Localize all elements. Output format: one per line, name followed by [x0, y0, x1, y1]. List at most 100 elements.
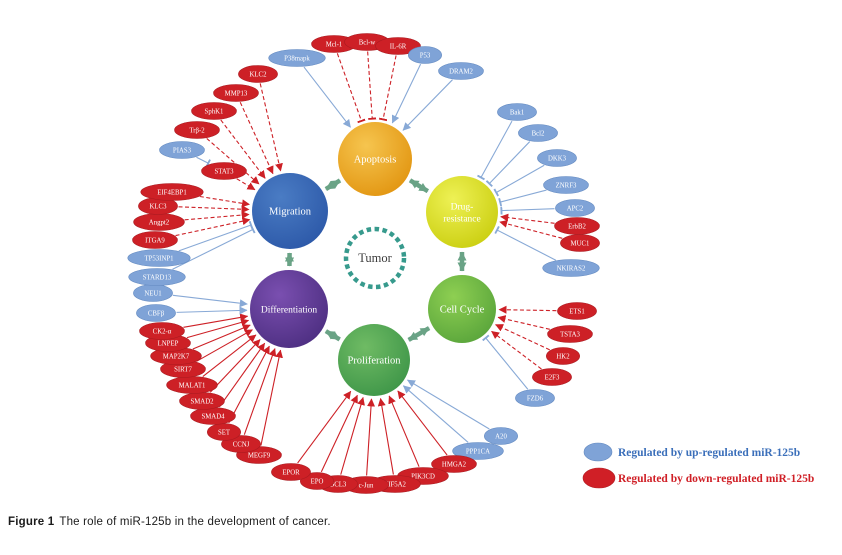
gene-label-klc3: KLC3	[150, 203, 168, 210]
gene-node-stat3: STAT3	[201, 162, 247, 180]
gene-node-pias3: PIAS3	[159, 141, 205, 159]
connector-erbb2	[500, 213, 555, 224]
connector-dram2	[402, 79, 453, 131]
gene-connectors	[172, 51, 563, 476]
connector-sphk1	[220, 119, 266, 179]
tumor-ring	[343, 226, 407, 290]
gene-node-smad2: SMAD2	[179, 392, 225, 410]
connector-bcl-w	[367, 51, 377, 120]
gene-label-mmp13: MMP13	[225, 90, 248, 97]
gene-node-ck2-: CK2-α	[139, 322, 185, 340]
gene-label-angpt2: Angpt2	[149, 219, 170, 226]
hub-links	[284, 178, 467, 342]
connector-itga9	[175, 217, 251, 237]
gene-ellipse-hk2	[545, 347, 580, 365]
gene-label-muc1: MUC1	[571, 240, 590, 247]
legend-item-up: Regulated by up-regulated miR-125b	[583, 442, 800, 462]
hub-label-differentiation: Differentiation	[261, 305, 318, 316]
gene-label-epor: EPOR	[282, 469, 300, 476]
gene-node-angpt2: Angpt2	[133, 213, 185, 231]
connector-tr-2	[206, 138, 260, 185]
gene-label-set: SET	[218, 429, 231, 436]
hub-circle-proliferation	[338, 324, 410, 396]
gene-ellipse-bcl2	[518, 124, 558, 142]
legend-item-down: Regulated by down-regulated miR-125b	[582, 467, 814, 489]
connector-mcl-1	[336, 53, 366, 124]
gene-node-znrf3: ZNRF3	[543, 176, 589, 194]
hub-proliferation: Proliferation	[338, 324, 410, 396]
gene-label-erbb2: ErbB2	[568, 223, 586, 230]
gene-label-tp53inp1: TP53INP1	[144, 255, 173, 262]
connector-znrf3	[498, 189, 547, 207]
gene-label-hk2: HK2	[556, 353, 570, 360]
gene-label-sirt7: SIRT7	[174, 366, 192, 373]
gene-node-ets1: ETS1	[557, 302, 597, 320]
gene-ellipse-cbf-	[136, 304, 176, 322]
connector-klc3	[178, 205, 250, 214]
gene-ellipse-tsta3	[547, 325, 593, 343]
gene-label-itga9: ITGA9	[145, 237, 165, 244]
gene-node-dram2: DRAM2	[438, 62, 484, 80]
gene-label-e2f3: E2F3	[545, 374, 560, 381]
gene-label-p38mapk: P38mapk	[284, 55, 310, 62]
connector-cbf-	[176, 306, 248, 315]
hub-circle-apoptosis	[338, 122, 412, 196]
connector-tsta3	[497, 315, 550, 330]
connector-pik3cd	[388, 395, 420, 467]
connector-angpt2	[184, 211, 250, 221]
gene-label-eif5a2: EIF5A2	[384, 481, 407, 488]
connector-hmga2	[397, 390, 448, 456]
gene-label-tr-2: Trβ-2	[189, 127, 205, 134]
tumor-node: Tumor	[343, 226, 407, 290]
gene-label-il-6r: IL-6R	[390, 43, 407, 50]
gene-ellipse-mmp13	[213, 84, 259, 102]
gene-ellipse-dkk3	[537, 149, 577, 167]
gene-ellipse-itga9	[132, 231, 178, 249]
gene-label-a20: A20	[495, 433, 507, 440]
gene-ellipse-epo	[299, 472, 334, 490]
gene-label-dram2: DRAM2	[449, 68, 473, 75]
gene-node-sirt7: SIRT7	[160, 360, 206, 378]
gene-label-dkk3: DKK3	[548, 155, 567, 162]
gene-ellipse-p53	[407, 46, 442, 64]
gene-ellipse-apc2	[555, 199, 595, 217]
connector-ccnj	[243, 348, 277, 435]
hub-circle-cellcycle	[428, 275, 496, 343]
figure-caption: Figure 1 The role of miR-125b in the deve…	[8, 516, 331, 528]
gene-node-nkiras2: NKIRAS2	[542, 259, 600, 277]
tumor-label: Tumor	[358, 251, 392, 265]
gene-ellipse-pias3	[159, 141, 205, 159]
hub-cellcycle: Cell Cycle	[428, 275, 496, 343]
gene-node-klc3: KLC3	[138, 197, 178, 215]
gene-label-ccnj: CCNJ	[233, 441, 250, 448]
hub-label-migration: Migration	[269, 207, 312, 218]
gene-label-stard13: STARD13	[143, 274, 172, 281]
hub-circle-drug	[426, 176, 498, 248]
gene-node-muc1: MUC1	[560, 234, 600, 252]
connector-tp53inp1	[178, 220, 254, 252]
gene-ellipse-sphk1	[191, 102, 237, 120]
hub-apoptosis: Apoptosis	[338, 122, 412, 196]
gene-ellipse-eif4ebp1	[140, 183, 204, 201]
gene-node-a20: A20	[483, 427, 518, 445]
gene-node-sphk1: SphK1	[191, 102, 237, 120]
hub-label-apoptosis: Apoptosis	[354, 155, 397, 166]
gene-ellipse-klc2	[238, 65, 278, 83]
gene-label-hmga2: HMGA2	[442, 461, 467, 468]
gene-label-map2k7: MAP2K7	[163, 353, 190, 360]
gene-label-sphk1: SphK1	[205, 108, 224, 115]
gene-label-ets1: ETS1	[569, 308, 584, 315]
gene-ellipse-tr-2	[174, 121, 220, 139]
gene-label-smad2: SMAD2	[190, 398, 214, 405]
gene-label-mcl-1: Mcl-1	[326, 41, 343, 48]
connector-megf9	[260, 349, 283, 446]
legend-swatch-up	[583, 442, 613, 462]
gene-ellipse-epor	[271, 463, 311, 481]
hub-link-apoptosis-drug	[408, 178, 430, 194]
gene-label-pik3cd: PIK3CD	[411, 473, 435, 480]
gene-ellipse-muc1	[560, 234, 600, 252]
gene-ellipse-fzd6	[515, 389, 555, 407]
gene-ellipse-nkiras2	[542, 259, 600, 277]
connector-klc2	[259, 83, 283, 172]
